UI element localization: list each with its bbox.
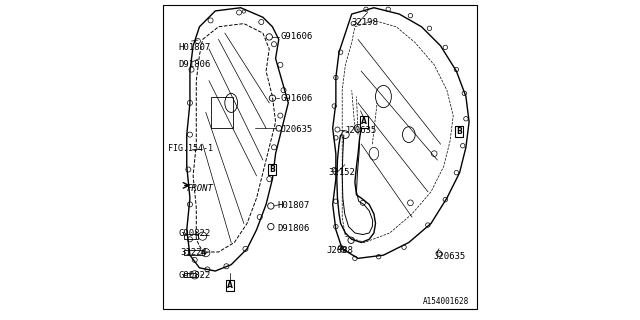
Text: A154001628: A154001628 <box>423 297 469 306</box>
Text: D91806: D91806 <box>277 224 309 233</box>
Text: G90822: G90822 <box>179 229 211 238</box>
Text: H01807: H01807 <box>277 201 309 210</box>
Polygon shape <box>184 273 196 277</box>
Polygon shape <box>184 234 198 239</box>
Text: G90822: G90822 <box>179 271 211 280</box>
Text: FRONT: FRONT <box>186 184 213 193</box>
Text: FIG.154-1: FIG.154-1 <box>168 144 212 153</box>
Text: 32152: 32152 <box>328 168 355 177</box>
Text: D91806: D91806 <box>179 60 211 69</box>
Text: A: A <box>227 281 233 290</box>
Text: J20635: J20635 <box>280 125 312 134</box>
Text: H01807: H01807 <box>179 43 211 52</box>
Text: 32198: 32198 <box>351 18 378 27</box>
Text: J2088: J2088 <box>326 246 353 255</box>
Text: J20635: J20635 <box>433 252 466 260</box>
Text: B: B <box>456 127 462 136</box>
Polygon shape <box>184 251 204 255</box>
Text: J20635: J20635 <box>345 126 377 135</box>
Text: B: B <box>269 165 275 174</box>
Text: G91606: G91606 <box>280 94 312 103</box>
Text: 31224: 31224 <box>180 248 207 257</box>
Text: A: A <box>361 117 367 126</box>
Text: G91606: G91606 <box>280 32 312 41</box>
